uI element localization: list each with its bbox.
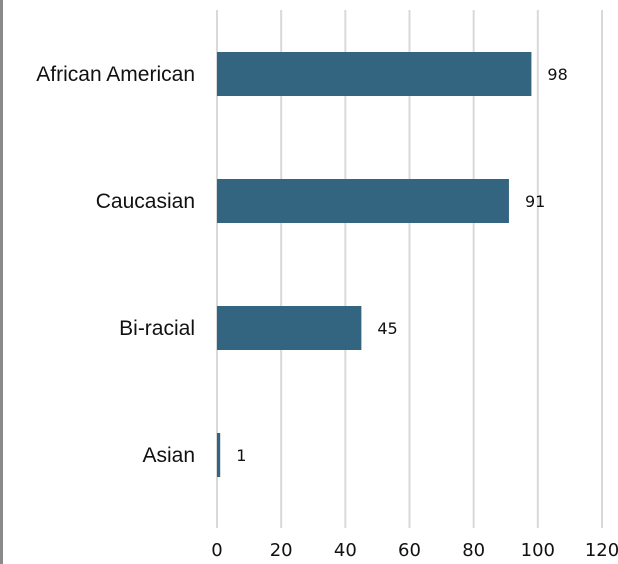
bar-caucasian xyxy=(217,179,509,223)
category-label-bi-racial: Bi-racial xyxy=(119,317,195,340)
x-tick-label-120: 120 xyxy=(585,540,618,561)
bars xyxy=(217,52,532,477)
category-label-asian: Asian xyxy=(142,444,195,467)
data-label-african-american: 98 xyxy=(547,65,567,84)
gridlines xyxy=(216,10,603,528)
bar-african-american xyxy=(217,52,532,96)
x-tick-label-60: 60 xyxy=(398,540,421,561)
category-label-african-american: African American xyxy=(36,63,195,86)
bar-asian xyxy=(217,433,221,477)
x-tick-label-0: 0 xyxy=(211,540,222,561)
bar-chart: African AmericanCaucasianBi-racialAsian … xyxy=(36,10,618,561)
data-label-asian: 1 xyxy=(236,446,246,465)
data-label-caucasian: 91 xyxy=(525,192,545,211)
x-tick-label-100: 100 xyxy=(521,540,555,561)
x-tick-label-80: 80 xyxy=(462,540,485,561)
x-tick-label-20: 20 xyxy=(270,540,293,561)
bar-bi-racial xyxy=(217,306,362,350)
data-label-bi-racial: 45 xyxy=(377,319,397,338)
x-tick-label-40: 40 xyxy=(334,540,357,561)
category-label-caucasian: Caucasian xyxy=(96,190,195,213)
category-labels: African American Caucasian Bi-racial Asian xyxy=(36,63,195,467)
x-axis-tick-labels: 0 20 40 60 80 100 120 xyxy=(211,540,618,561)
data-labels: 98 91 45 1 xyxy=(236,65,568,465)
